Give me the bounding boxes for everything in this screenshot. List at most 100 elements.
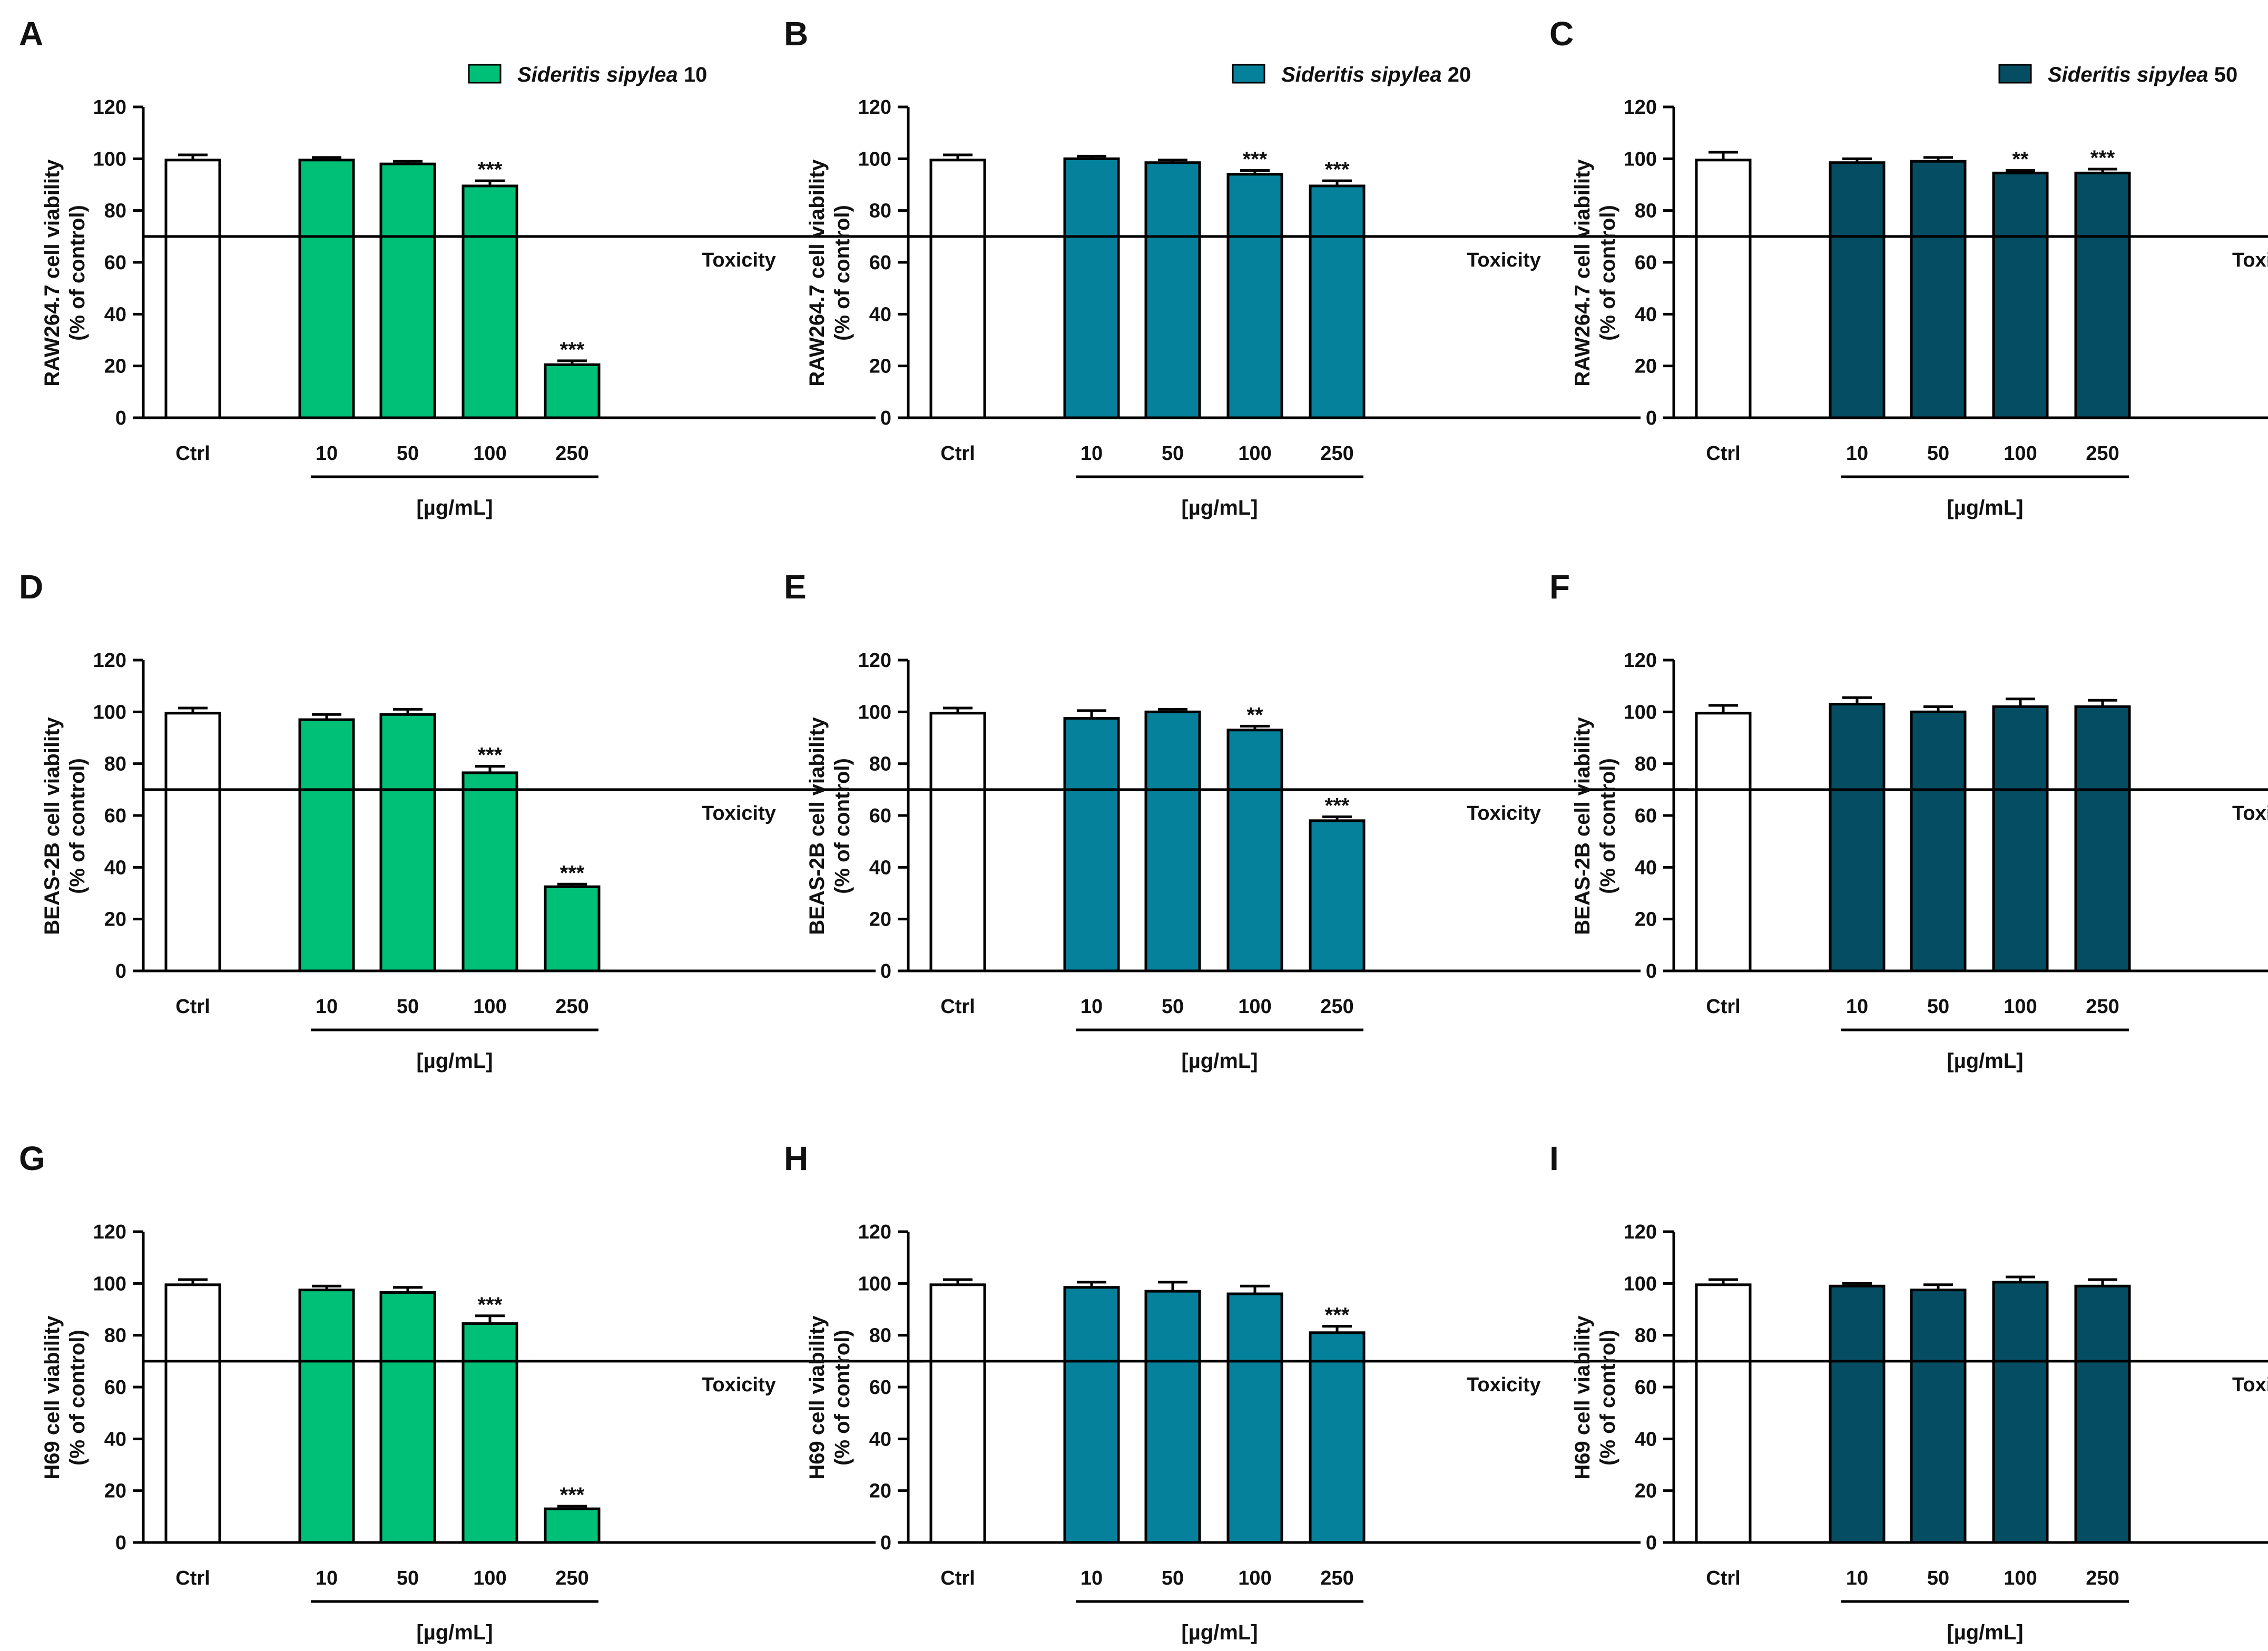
x-unit-label: [µg/mL] <box>1181 496 1258 519</box>
y-tick-label: 100 <box>93 701 126 723</box>
y-tick-label: 60 <box>869 252 891 274</box>
y-tick-label: 40 <box>1635 303 1657 326</box>
chart-panel-i: I H69 cell viability (% of control) 0 20 40 60… <box>1549 1139 2268 1644</box>
y-tick-label: 20 <box>1635 356 1657 378</box>
bar <box>164 712 221 972</box>
x-tick-label: 100 <box>473 996 506 1018</box>
legend-label: Sideritis sipylea 50 <box>2048 63 2237 86</box>
x-tick-label: 250 <box>1320 443 1353 465</box>
y-tick-label: 20 <box>1635 909 1657 931</box>
legend-concentration: 10 <box>678 63 708 86</box>
y-tick-label: 40 <box>869 1428 891 1450</box>
y-tick-label: 40 <box>104 1428 126 1450</box>
y-tick-label: 120 <box>1624 96 1657 119</box>
y-tick-label: 0 <box>880 1532 891 1554</box>
x-tick-label: 10 <box>316 1567 338 1589</box>
bar <box>1829 161 1886 419</box>
bar <box>1992 705 2049 972</box>
y-tick-label: 60 <box>869 1377 891 1399</box>
bar <box>298 1289 355 1544</box>
y-tick-label: 120 <box>93 1221 126 1243</box>
y-tick-label: 60 <box>104 1377 126 1399</box>
x-unit-label: [µg/mL] <box>1181 1621 1258 1644</box>
bar <box>1695 1283 1752 1544</box>
x-tick-label: Ctrl <box>940 996 975 1018</box>
panel-letter: C <box>1549 15 1574 53</box>
bar <box>1910 710 1967 972</box>
y-tick-label: 100 <box>858 1273 891 1295</box>
significance-mark: *** <box>1325 158 1350 181</box>
bar <box>544 1507 601 1544</box>
toxicity-label: Toxicity <box>2232 1374 2268 1396</box>
bar <box>1992 1281 2049 1544</box>
x-tick-label: Ctrl <box>1706 996 1740 1018</box>
x-tick-label: 250 <box>555 996 588 1018</box>
y-tick-label: 80 <box>869 1325 891 1347</box>
y-tick-label: 0 <box>115 407 126 429</box>
y-tick-label: 40 <box>869 857 891 879</box>
bar <box>462 184 518 419</box>
x-tick-label: 50 <box>1162 443 1184 465</box>
y-tick-label: 80 <box>1635 753 1657 775</box>
significance-mark: ** <box>1246 703 1263 726</box>
y-tick-label: 0 <box>115 960 126 982</box>
y-tick-label: 60 <box>1635 252 1657 274</box>
x-tick-label: 50 <box>397 996 419 1018</box>
panel-letter: A <box>19 15 43 53</box>
panel-letter: E <box>784 568 807 606</box>
significance-mark: *** <box>560 338 585 361</box>
x-tick-label: Ctrl <box>1706 1567 1740 1589</box>
x-tick-label: 100 <box>1238 996 1271 1018</box>
significance-mark: *** <box>1243 148 1268 171</box>
bar <box>1309 184 1366 419</box>
y-tick-label: 0 <box>1646 960 1657 982</box>
bar <box>379 713 436 972</box>
x-tick-label: 50 <box>397 443 419 465</box>
x-tick-label: 250 <box>1320 996 1353 1018</box>
x-tick-label: Ctrl <box>175 443 210 465</box>
bar <box>164 159 221 419</box>
y-tick-label: 0 <box>880 960 891 982</box>
bar <box>1226 173 1283 419</box>
x-unit-label: [µg/mL] <box>1947 1049 2023 1073</box>
x-tick-label: 100 <box>473 443 506 465</box>
y-tick-label: 20 <box>104 356 126 378</box>
y-tick-label: 80 <box>869 200 891 222</box>
x-tick-label: 100 <box>2004 1567 2037 1589</box>
bar <box>1063 1286 1120 1544</box>
chart-panel-c: C RAW264.7 cell viability (% of control) 0 2… <box>1549 15 2268 519</box>
x-tick-label: Ctrl <box>1706 443 1740 465</box>
bar <box>2074 705 2131 972</box>
significance-mark: *** <box>478 158 503 181</box>
bar <box>1144 1290 1201 1544</box>
bar <box>929 712 986 972</box>
y-axis-label: H69 cell viability <box>1571 1315 1594 1480</box>
toxicity-label: Toxicity <box>2232 249 2268 271</box>
y-tick-label: 0 <box>880 407 891 429</box>
bar <box>2074 1284 2131 1544</box>
y-tick-label: 120 <box>858 650 891 672</box>
y-tick-label: 20 <box>869 909 891 931</box>
y-axis-label: BEAS-2B cell viability <box>1571 717 1594 935</box>
y-tick-label: 0 <box>1646 407 1657 429</box>
y-axis-label-unit: (% of control) <box>831 205 854 341</box>
y-tick-label: 80 <box>104 753 126 775</box>
bar <box>462 1322 518 1544</box>
x-tick-label: 250 <box>1320 1567 1353 1589</box>
legend-swatch <box>1232 64 1265 84</box>
y-tick-label: 80 <box>104 1325 126 1347</box>
bar <box>298 159 355 419</box>
panel-letter: I <box>1549 1139 1559 1177</box>
y-tick-label: 60 <box>1635 805 1657 827</box>
y-axis-label: RAW264.7 cell viability <box>1571 159 1594 387</box>
y-tick-label: 40 <box>104 857 126 879</box>
y-tick-label: 40 <box>1635 857 1657 879</box>
bar <box>1144 710 1201 972</box>
y-tick-label: 100 <box>93 148 126 170</box>
toxicity-label: Toxicity <box>702 249 776 271</box>
significance-mark: *** <box>2090 146 2115 170</box>
y-tick-label: 100 <box>858 148 891 170</box>
x-tick-label: 50 <box>1927 443 1949 465</box>
